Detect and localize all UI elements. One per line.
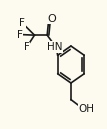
Text: F: F xyxy=(19,18,25,28)
Text: F: F xyxy=(24,42,30,52)
Text: OH: OH xyxy=(79,104,95,114)
Text: O: O xyxy=(47,14,56,24)
Text: F: F xyxy=(17,30,23,39)
Text: HN: HN xyxy=(47,42,63,52)
